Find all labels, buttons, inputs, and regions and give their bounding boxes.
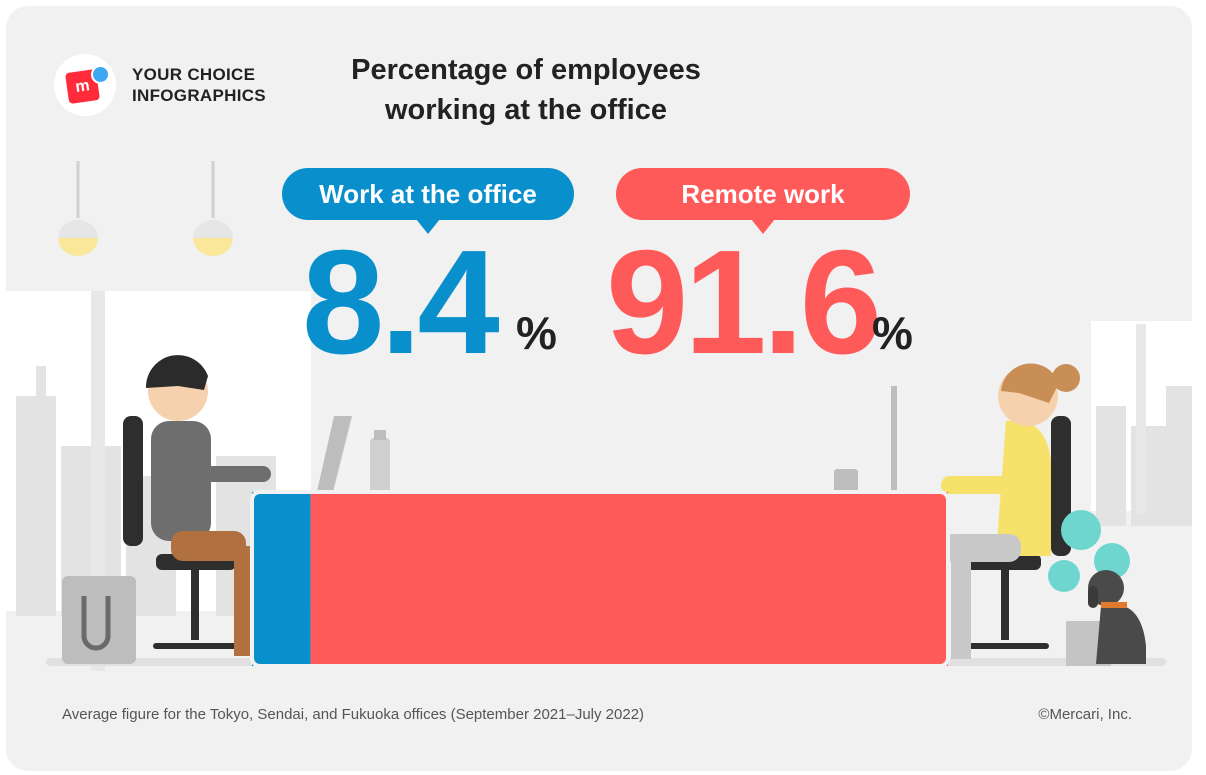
- footnote: Average figure for the Tokyo, Sendai, an…: [62, 706, 645, 723]
- brand-text: YOUR CHOICE INFOGRAPHICS: [132, 64, 266, 106]
- bar-remote: [310, 492, 948, 666]
- remote-value-label: 91.6: [606, 220, 882, 385]
- office-worker-illustration: [62, 355, 271, 664]
- office-percent-sign: %: [516, 307, 557, 359]
- brand-line-2: INFOGRAPHICS: [132, 86, 266, 105]
- pendant-lamp-icon: [193, 161, 233, 256]
- pendant-lamp-icon: [58, 161, 98, 256]
- remote-worker-illustration: [834, 363, 1080, 659]
- stacked-bar-chart: [250, 490, 950, 668]
- water-bottle-icon: [370, 430, 390, 498]
- brand-block: m YOUR CHOICE INFOGRAPHICS: [54, 54, 266, 116]
- remote-percent-sign: %: [872, 307, 913, 359]
- city-skyline-right: [1091, 321, 1192, 526]
- dog-icon: [1088, 570, 1146, 664]
- city-skyline-left: [6, 291, 311, 671]
- bar-outline: [250, 490, 950, 668]
- chart-title: Percentage of employees working at the o…: [336, 50, 716, 130]
- copyright: ©Mercari, Inc.: [1038, 706, 1132, 723]
- office-category-label: Work at the office: [282, 168, 574, 234]
- remote-category-label: Remote work: [616, 168, 910, 234]
- bar-office: [252, 492, 311, 666]
- mercari-logo: m: [54, 54, 116, 116]
- office-value-label: 8.4: [302, 220, 500, 385]
- brand-line-1: YOUR CHOICE: [132, 65, 256, 84]
- infographic-card: m YOUR CHOICE INFOGRAPHICS Percentage of…: [6, 6, 1192, 771]
- logo-dot: [91, 65, 110, 84]
- chart-title-line-1: Percentage of employees: [351, 54, 701, 86]
- chart-title-line-2: working at the office: [385, 94, 667, 126]
